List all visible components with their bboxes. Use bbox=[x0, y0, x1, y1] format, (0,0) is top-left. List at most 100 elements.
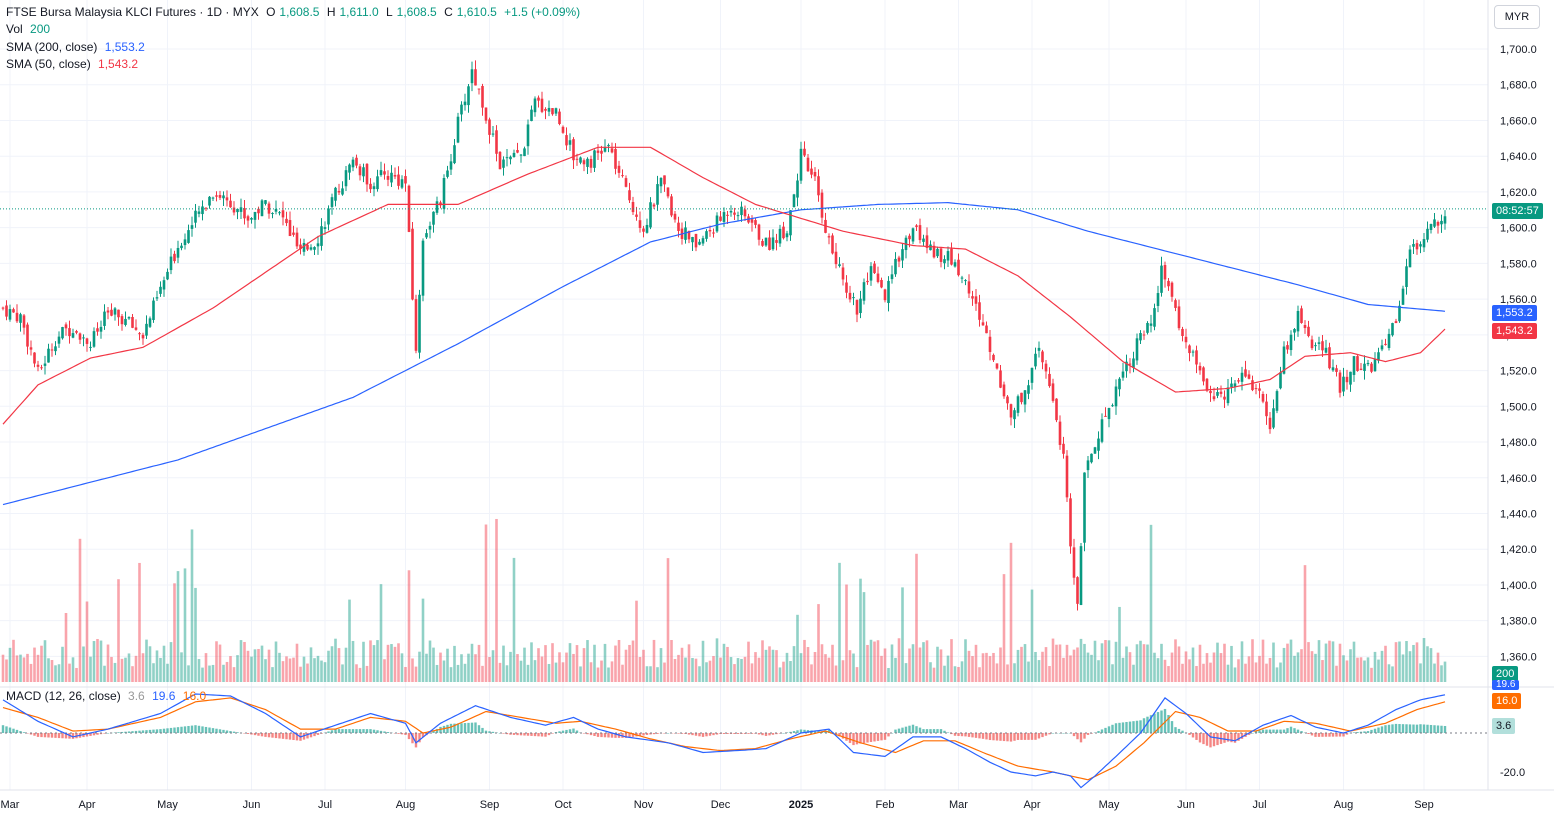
macd-histogram-bar bbox=[453, 723, 456, 733]
volume-bar bbox=[715, 638, 719, 682]
volume-bar bbox=[1415, 642, 1419, 682]
candle-body bbox=[656, 184, 659, 205]
time-axis-label: Mar bbox=[1, 799, 20, 811]
candle-body bbox=[313, 247, 316, 250]
volume-bar bbox=[1380, 650, 1384, 682]
volume-bar bbox=[502, 645, 505, 682]
candle-body bbox=[197, 211, 201, 214]
macd-histogram-bar bbox=[47, 733, 50, 738]
macd-histogram-bar bbox=[736, 733, 740, 734]
candle-body bbox=[124, 318, 127, 325]
volume-bar bbox=[929, 662, 932, 682]
macd-histogram-bar bbox=[40, 733, 43, 738]
candle-body bbox=[1433, 219, 1436, 227]
macd-histogram-bar bbox=[1289, 726, 1293, 733]
candle-body bbox=[204, 207, 208, 209]
volume-bar bbox=[348, 599, 351, 682]
sma200-legend[interactable]: SMA (200, close) 1,553.2 bbox=[6, 40, 149, 54]
candle-body bbox=[971, 296, 974, 299]
volume-bar bbox=[911, 644, 915, 682]
macd-histogram-bar bbox=[1324, 733, 1328, 737]
time-axis-label: Sep bbox=[480, 799, 500, 811]
volume-bar bbox=[460, 654, 463, 682]
candle-body bbox=[390, 172, 393, 183]
candle-body bbox=[141, 334, 145, 339]
candle-body bbox=[1069, 498, 1072, 547]
macd-histogram-bar bbox=[1076, 733, 1079, 740]
volume-bar bbox=[334, 638, 337, 682]
volume-bar bbox=[1006, 664, 1009, 682]
candle-body bbox=[414, 299, 418, 351]
candle-body bbox=[586, 158, 589, 167]
volume-bar bbox=[1044, 647, 1048, 682]
volume-bar bbox=[180, 652, 183, 682]
volume-bar bbox=[54, 665, 57, 682]
macd-histogram-bar bbox=[376, 730, 379, 733]
candle-body bbox=[1184, 336, 1188, 343]
time-axis-label: Aug bbox=[1334, 799, 1354, 811]
macd-histogram-bar bbox=[1279, 729, 1282, 733]
candle-body bbox=[1048, 373, 1051, 387]
candle-body bbox=[537, 97, 540, 101]
volume-bar bbox=[456, 664, 460, 682]
volume-bar bbox=[533, 660, 537, 682]
macd-histogram-bar bbox=[1160, 710, 1163, 733]
volume-bar bbox=[1216, 642, 1219, 682]
macd-histogram-bar bbox=[1307, 733, 1310, 734]
volume-bar bbox=[915, 553, 918, 682]
candle-body bbox=[267, 203, 271, 214]
price-axis-label: 1,500.0 bbox=[1500, 401, 1537, 413]
volume-bar bbox=[537, 648, 540, 682]
candle-body bbox=[957, 259, 960, 276]
volume-legend[interactable]: Vol 200 bbox=[6, 22, 54, 36]
candle-body bbox=[624, 178, 628, 187]
volume-bar bbox=[1114, 641, 1118, 682]
candle-body bbox=[1002, 384, 1006, 397]
candle-body bbox=[211, 197, 215, 199]
currency-button[interactable]: MYR bbox=[1494, 5, 1540, 29]
candle-body bbox=[1174, 300, 1177, 308]
volume-bar bbox=[1153, 652, 1156, 682]
candle-body bbox=[876, 273, 880, 282]
volume-bar bbox=[838, 562, 841, 682]
volume-bar bbox=[796, 614, 799, 682]
candle-body bbox=[1163, 265, 1167, 280]
candle-body bbox=[348, 164, 351, 173]
macd-histogram-bar bbox=[775, 733, 778, 735]
time-axis-label: Feb bbox=[876, 799, 895, 811]
volume-bar bbox=[1244, 663, 1247, 682]
candle-body bbox=[271, 213, 274, 215]
sma50-legend[interactable]: SMA (50, close) 1,543.2 bbox=[6, 57, 142, 71]
candle-body bbox=[1209, 391, 1212, 394]
macd-histogram-bar bbox=[435, 728, 439, 733]
candle-body bbox=[1282, 346, 1286, 374]
macd-histogram-bar bbox=[887, 733, 890, 737]
volume-bar bbox=[1331, 641, 1335, 682]
candle-body bbox=[152, 300, 155, 320]
macd-histogram-bar bbox=[925, 729, 929, 733]
macd-histogram-bar bbox=[1282, 729, 1286, 733]
candle-body bbox=[1307, 326, 1310, 337]
candle-body bbox=[239, 207, 243, 212]
candle-body bbox=[1135, 338, 1139, 361]
macd-histogram-bar bbox=[271, 733, 274, 738]
macd-histogram-bar bbox=[1016, 733, 1020, 740]
volume-bar bbox=[337, 648, 341, 682]
candle-body bbox=[516, 149, 519, 153]
candle-body bbox=[1083, 472, 1086, 543]
candle-body bbox=[1104, 415, 1107, 417]
volume-value: 200 bbox=[30, 22, 51, 36]
macd-histogram-bar bbox=[1177, 728, 1181, 733]
macd-histogram-bar bbox=[117, 732, 120, 733]
macd-legend[interactable]: MACD (12, 26, close) 3.6 19.6 16.0 bbox=[6, 689, 210, 703]
candle-body bbox=[89, 346, 92, 348]
volume-bar bbox=[509, 651, 512, 682]
volume-bar bbox=[316, 655, 320, 682]
volume-bar bbox=[1062, 657, 1065, 682]
macd-histogram-bar bbox=[1156, 712, 1160, 733]
open-label: O bbox=[266, 5, 276, 19]
macd-histogram-bar bbox=[1338, 733, 1342, 737]
candle-body bbox=[572, 139, 575, 161]
candle-body bbox=[684, 227, 687, 240]
